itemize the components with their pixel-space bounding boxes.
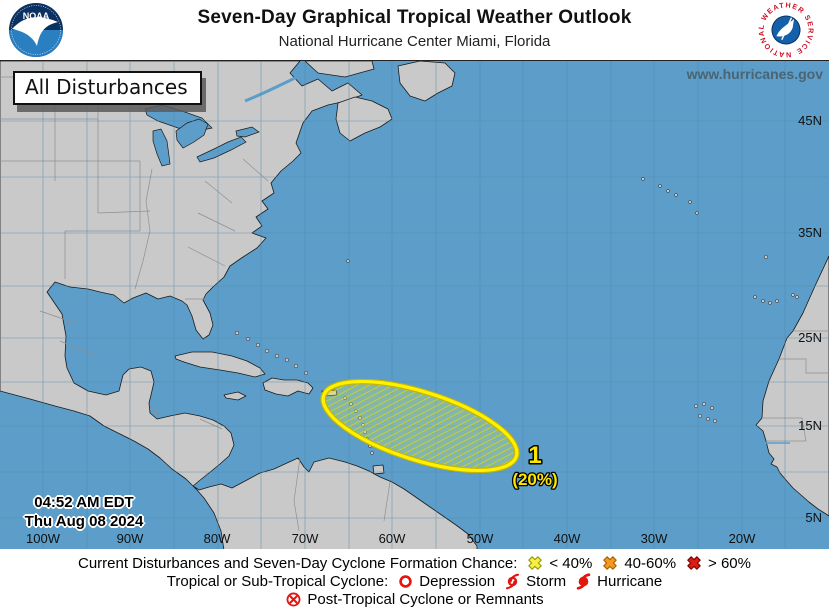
map-canvas: 1 (20%) — [0, 61, 829, 550]
newfoundland — [397, 61, 456, 102]
timestamp-time: 04:52 AM EDT — [34, 494, 134, 511]
depression-icon — [399, 575, 413, 588]
hurricane-icon — [576, 573, 591, 590]
header: NOAA Seven-Day Graphical Tropical Weathe… — [0, 0, 829, 60]
lon-label-30w: 30W — [640, 531, 668, 546]
website-link[interactable]: www.hurricanes.gov — [686, 66, 823, 82]
noaa-logo-text: NOAA — [23, 11, 50, 21]
issuance-timestamp: 04:52 AM EDT Thu Aug 08 2024 — [14, 493, 154, 531]
disturbance-id-label[interactable]: 1 — [527, 441, 543, 471]
noaa-gull-icon — [12, 17, 58, 46]
noaa-logo: NOAA — [9, 3, 63, 57]
legend-row-cyclone-types: Tropical or Sub-Tropical Cyclone: Depres… — [167, 573, 662, 590]
x-marker-yellow-icon — [528, 556, 543, 570]
page-subtitle: National Hurricane Center Miami, Florida — [278, 33, 551, 50]
north-central-south-america — [0, 61, 478, 550]
jamaica — [223, 391, 247, 401]
legend-item-storm: Storm — [504, 573, 566, 590]
legend-item-gt60: > 60% — [685, 554, 751, 572]
lat-label-45n: 45N — [798, 113, 822, 128]
lat-label-25n: 25N — [798, 330, 822, 345]
graticule-gridlines — [0, 61, 829, 550]
lon-label-20w: 20W — [728, 531, 756, 546]
st-lawrence-river — [244, 71, 306, 103]
cuba — [174, 351, 266, 378]
land-masses — [0, 61, 829, 550]
tropical-storm-icon — [506, 573, 520, 590]
trinidad — [372, 464, 385, 475]
nova-scotia — [335, 96, 393, 142]
legend-item-lt40: < 40% — [526, 554, 592, 572]
legend-item-hurricane: Hurricane — [575, 573, 662, 590]
legend-row-formation-chance: Current Disturbances and Seven-Day Cyclo… — [78, 554, 751, 572]
gaspe-peninsula — [304, 61, 375, 78]
post-tropical-icon — [286, 592, 301, 607]
great-lakes — [144, 104, 260, 167]
lon-label-80w: 80W — [203, 531, 231, 546]
legend: Current Disturbances and Seven-Day Cyclo… — [0, 549, 829, 613]
legend-item-depression: Depression — [397, 573, 495, 590]
lat-label-5n: 5N — [805, 510, 822, 525]
lat-label-15n: 15N — [798, 418, 822, 433]
lon-label-40w: 40W — [553, 531, 581, 546]
legend-item-post-tropical: Post-Tropical Cyclone or Remnants — [285, 591, 544, 608]
lon-label-70w: 70W — [291, 531, 319, 546]
timestamp-date: Thu Aug 08 2024 — [24, 513, 144, 530]
legend-row-post-tropical: Post-Tropical Cyclone or Remnants — [285, 591, 544, 608]
nws-logo: NATIONAL WEATHER SERVICE — [755, 0, 817, 60]
legend-item-40-60: 40-60% — [601, 554, 676, 572]
disturbance-outline — [321, 379, 519, 473]
lon-label-50w: 50W — [466, 531, 494, 546]
lon-label-100w: 100W — [26, 531, 60, 546]
atlantic-outlook-map[interactable]: 1 (20%) All Disturbances www.hurricanes.… — [0, 60, 829, 550]
lon-label-60w: 60W — [378, 531, 406, 546]
disturbance-area-1[interactable]: 1 (20%) — [313, 363, 559, 491]
x-marker-orange-icon — [603, 556, 618, 570]
hispaniola — [262, 377, 314, 397]
disturbance-chance-label[interactable]: (20%) — [511, 469, 559, 491]
page-title: Seven-Day Graphical Tropical Weather Out… — [197, 7, 632, 28]
madeira — [764, 255, 768, 259]
lon-label-90w: 90W — [116, 531, 144, 546]
lat-label-35n: 35N — [798, 225, 822, 240]
legend-row1-label: Current Disturbances and Seven-Day Cyclo… — [78, 554, 518, 572]
legend-row2-label: Tropical or Sub-Tropical Cyclone: — [166, 573, 389, 590]
x-marker-red-icon — [687, 556, 701, 570]
all-disturbances-selector[interactable]: All Disturbances — [13, 71, 202, 105]
